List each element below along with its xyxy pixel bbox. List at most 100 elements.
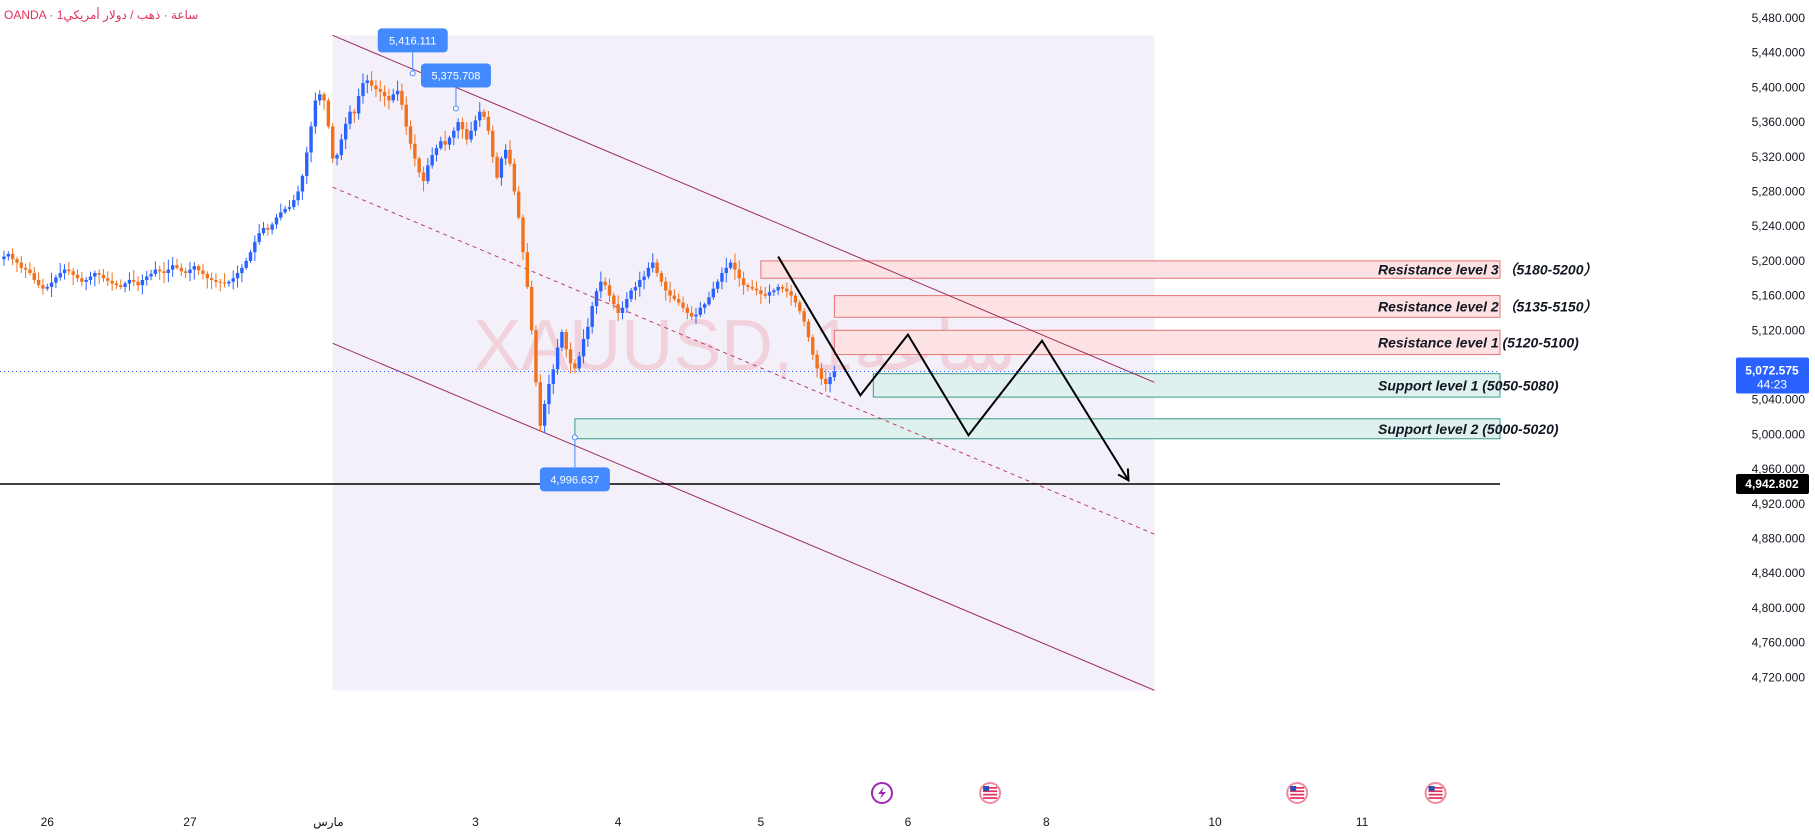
candle[interactable]: [577, 351, 581, 372]
candle[interactable]: [504, 144, 508, 166]
candle[interactable]: [404, 96, 408, 135]
candle[interactable]: [443, 131, 447, 151]
candle[interactable]: [369, 71, 374, 92]
candle[interactable]: [499, 156, 504, 186]
candle[interactable]: [80, 271, 84, 287]
candle[interactable]: [607, 278, 612, 303]
candle[interactable]: [789, 284, 793, 306]
candle[interactable]: [785, 282, 789, 298]
candle[interactable]: [158, 265, 162, 280]
candle[interactable]: [638, 271, 642, 297]
candle[interactable]: [482, 109, 486, 121]
us-flag-icon[interactable]: [1286, 782, 1309, 804]
candle[interactable]: [772, 288, 776, 296]
price-callout[interactable]: 5,416.111: [377, 28, 448, 77]
candle[interactable]: [395, 80, 400, 101]
candle[interactable]: [620, 301, 625, 320]
candle[interactable]: [97, 269, 101, 285]
candle[interactable]: [71, 268, 75, 286]
candle[interactable]: [811, 334, 815, 360]
candle[interactable]: [724, 257, 728, 283]
candle[interactable]: [140, 274, 145, 295]
candle[interactable]: [153, 261, 158, 277]
candle[interactable]: [625, 292, 629, 313]
candle[interactable]: [279, 203, 283, 221]
candle[interactable]: [136, 276, 140, 292]
candle[interactable]: [343, 117, 348, 150]
candle[interactable]: [599, 271, 603, 299]
candle[interactable]: [802, 308, 806, 327]
candle[interactable]: [391, 88, 395, 103]
candle[interactable]: [283, 205, 287, 215]
candle[interactable]: [793, 293, 798, 308]
candle[interactable]: [183, 267, 188, 279]
target-price-tag[interactable]: 4,942.802: [1736, 474, 1809, 495]
candle[interactable]: [244, 257, 248, 270]
candle[interactable]: [201, 263, 205, 280]
candle[interactable]: [188, 261, 192, 282]
candle[interactable]: [798, 300, 802, 315]
candle[interactable]: [209, 272, 214, 290]
candle[interactable]: [581, 329, 586, 364]
channel-lower-line[interactable]: [332, 342, 1155, 691]
candle[interactable]: [114, 280, 119, 289]
candle[interactable]: [685, 303, 690, 320]
candle[interactable]: [819, 362, 824, 386]
candle[interactable]: [659, 270, 664, 287]
candle[interactable]: [737, 260, 741, 287]
candle[interactable]: [465, 122, 469, 145]
candle[interactable]: [218, 278, 222, 292]
candle[interactable]: [352, 108, 357, 123]
candle[interactable]: [261, 221, 266, 236]
candle[interactable]: [149, 269, 153, 281]
candle[interactable]: [313, 92, 318, 134]
candle[interactable]: [274, 213, 279, 229]
candle[interactable]: [767, 284, 772, 304]
candle[interactable]: [110, 272, 114, 291]
candle[interactable]: [651, 253, 655, 273]
candle[interactable]: [508, 140, 512, 167]
candle[interactable]: [235, 265, 240, 288]
candle[interactable]: [806, 318, 811, 342]
candle[interactable]: [205, 271, 209, 289]
candle[interactable]: [551, 364, 555, 395]
candle[interactable]: [776, 284, 780, 295]
candle[interactable]: [681, 296, 685, 313]
candle[interactable]: [417, 156, 421, 178]
candle[interactable]: [54, 274, 58, 289]
candle[interactable]: [222, 273, 227, 288]
candle[interactable]: [815, 350, 819, 378]
candle[interactable]: [361, 73, 365, 104]
candle[interactable]: [356, 88, 361, 120]
time-axis[interactable]: 26 27 مارس 3 4 5 6 8 10 11: [41, 815, 1369, 830]
candle[interactable]: [145, 270, 149, 286]
candle[interactable]: [824, 369, 828, 392]
candle[interactable]: [10, 248, 15, 266]
candle[interactable]: [560, 329, 564, 352]
candle[interactable]: [720, 267, 724, 290]
candle[interactable]: [702, 302, 707, 314]
price-callout[interactable]: 5,375.708: [420, 63, 491, 112]
candle[interactable]: [387, 88, 391, 110]
resistance-zone-1[interactable]: [833, 295, 1501, 318]
candle[interactable]: [162, 262, 166, 284]
candle[interactable]: [322, 91, 326, 110]
candle[interactable]: [564, 329, 568, 358]
candle[interactable]: [646, 262, 651, 279]
candle[interactable]: [58, 263, 62, 281]
candle[interactable]: [542, 400, 547, 433]
candle[interactable]: [45, 283, 49, 291]
candle[interactable]: [741, 271, 746, 295]
candle[interactable]: [715, 279, 720, 294]
candle[interactable]: [348, 105, 352, 130]
candle[interactable]: [296, 185, 300, 206]
candle[interactable]: [516, 186, 521, 220]
candle[interactable]: [668, 281, 672, 303]
candle[interactable]: [512, 158, 517, 196]
candle[interactable]: [365, 74, 369, 94]
candle[interactable]: [655, 258, 659, 277]
candle[interactable]: [6, 251, 11, 261]
candle[interactable]: [49, 272, 54, 298]
candle[interactable]: [728, 259, 733, 270]
candle[interactable]: [378, 80, 382, 102]
